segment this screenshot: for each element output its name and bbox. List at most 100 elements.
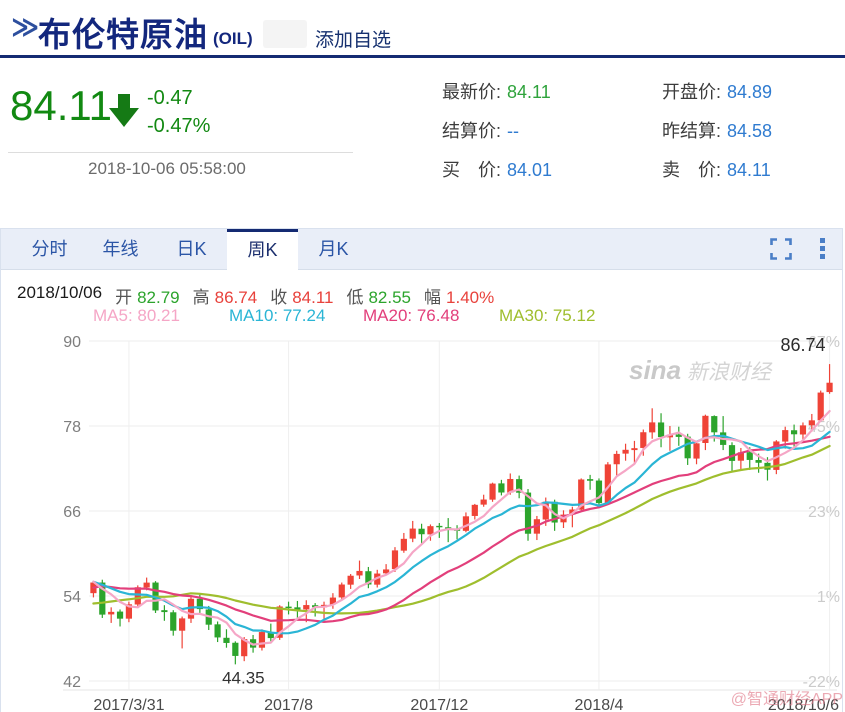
candle-body-down [684,436,691,459]
candle-body-up [782,430,789,442]
quote-field-value: 84.89 [727,82,773,102]
y-axis-label: 42 [63,674,81,691]
quote-column-1: 最新价: 84.11 结算价: -- 买 价: 84.01 [433,78,552,195]
quote-field-label: 开盘价: [661,82,721,102]
x-axis-label: 2017/8 [264,697,313,712]
candle-body-down [595,480,603,504]
quote-field: 结算价: -- [433,117,552,141]
ma-line-ma30 [92,444,831,615]
quote-field-value: -- [507,121,519,141]
quote-field-label: 结算价: [441,121,501,141]
candle-body-up [471,504,478,516]
candle-body-up [303,605,310,610]
x-axis-label: 2017/3/31 [93,697,164,712]
candle-body-down [232,642,239,656]
candle-body-down [657,422,665,438]
candle-body-down [675,434,682,437]
instrument-symbol: (OIL) [213,29,253,48]
candle-body-up [640,432,647,448]
kline-收: 收 84.11 [270,288,334,307]
low-annotation: 44.35 [222,668,265,687]
pct-axis-label: 1% [817,589,840,606]
candle-body-up [329,597,336,605]
candle-body-up [338,584,345,598]
quote-field-label: 昨结算: [661,121,721,141]
candle-body-up [427,526,434,535]
quote-field-label: 买 价: [441,160,501,180]
quote-field: 昨结算: 84.58 [653,117,773,141]
quote-field: 振 幅: [838,117,845,139]
kline-chart[interactable]: 90 67% 78 45% 66 23% 54 1% 42 -22% 2017/3/31 2017/8… [1,329,845,712]
candle-body-down [214,624,221,638]
candle-body-down [551,501,558,523]
pct-axis-label: -22% [803,674,840,691]
y-axis-label: 66 [63,504,81,521]
ma-line-ma10 [92,430,831,635]
candle-body-up [489,483,496,500]
tab-分时[interactable]: 分时 [31,239,68,259]
candle-body-up [125,604,133,619]
ma-value-ma5: MA5: 80.21 [93,306,180,325]
y-axis-label: 78 [63,419,81,436]
summary-divider [8,152,353,153]
candle-body-up [143,582,150,588]
sina-logo-icon: ≫ [11,12,40,42]
kline-高: 高 86.74 [192,288,258,307]
quote-field: 开盘价: 84.89 [653,78,773,102]
candle-body-up [134,587,141,605]
more-menu-icon[interactable] [820,238,826,260]
ma-value-ma30: MA30: 75.12 [499,306,596,325]
price-change-percent: -0.47% [147,115,211,137]
candle-body-down [116,611,124,619]
candle-body-up [817,392,824,421]
watchlist-icon[interactable] [263,20,307,48]
pct-axis-label: 67% [808,334,840,351]
candle-body-down [516,479,523,493]
candle-body-up [383,569,390,574]
tab-日K[interactable]: 日K [176,239,207,259]
quote-field: 最新价: 84.11 [433,78,552,102]
quote-field-value: 84.58 [727,121,773,141]
down-arrow-icon [109,94,139,127]
candle-body-up [187,598,195,619]
sina-watermark: sina 新浪财经 [629,355,773,385]
candle-body-up [737,452,744,461]
candle-body-up [400,538,407,551]
x-axis-label: 2017/12 [410,697,468,712]
candle-body-down [196,598,203,610]
candle-body-down [285,606,292,609]
candle-body-up [462,516,470,531]
candle-body-down [711,416,718,433]
candle-body-up [356,570,363,576]
candle-body-up [241,639,248,657]
add-watchlist-button[interactable]: 添加自选 [315,30,392,51]
tab-年线[interactable]: 年线 [102,239,139,259]
quote-field-value: 84.11 [727,160,771,180]
ma-value-ma20: MA20: 76.48 [363,306,460,325]
tab-周K[interactable]: 周K [227,229,298,273]
candle-body-up [108,611,115,615]
period-tabbar: 分时 年线 日K 周K 月K [1,229,842,273]
high-annotation: 86.74 [781,335,826,355]
candle-body-down [267,632,274,639]
candle-body-down [99,582,106,615]
kline-date: 2018/10/06 [17,283,103,302]
quote-timestamp: 2018-10-06 05:58:00 [88,159,246,178]
quote-field: 最高价: [838,78,845,100]
candle-body-up [276,606,283,638]
price-change: -0.47 [147,87,193,109]
candle-body-down [436,525,443,528]
candle-body-up [773,441,780,470]
quote-field-value: 84.01 [507,160,553,180]
candle-body-up [604,464,611,504]
x-axis-label: 2018/10/6 [768,697,839,712]
candle-body-up [409,528,416,539]
quote-field-label: 振 幅: [838,117,845,143]
ma-line-ma20 [92,435,831,623]
pct-axis-label: 45% [808,419,840,436]
fullscreen-icon[interactable] [770,238,792,260]
kline-低: 低 82.55 [346,288,412,307]
tab-月K[interactable]: 月K [318,239,349,259]
quote-column-3-clipped: 最高价: 振 幅: [838,78,845,156]
